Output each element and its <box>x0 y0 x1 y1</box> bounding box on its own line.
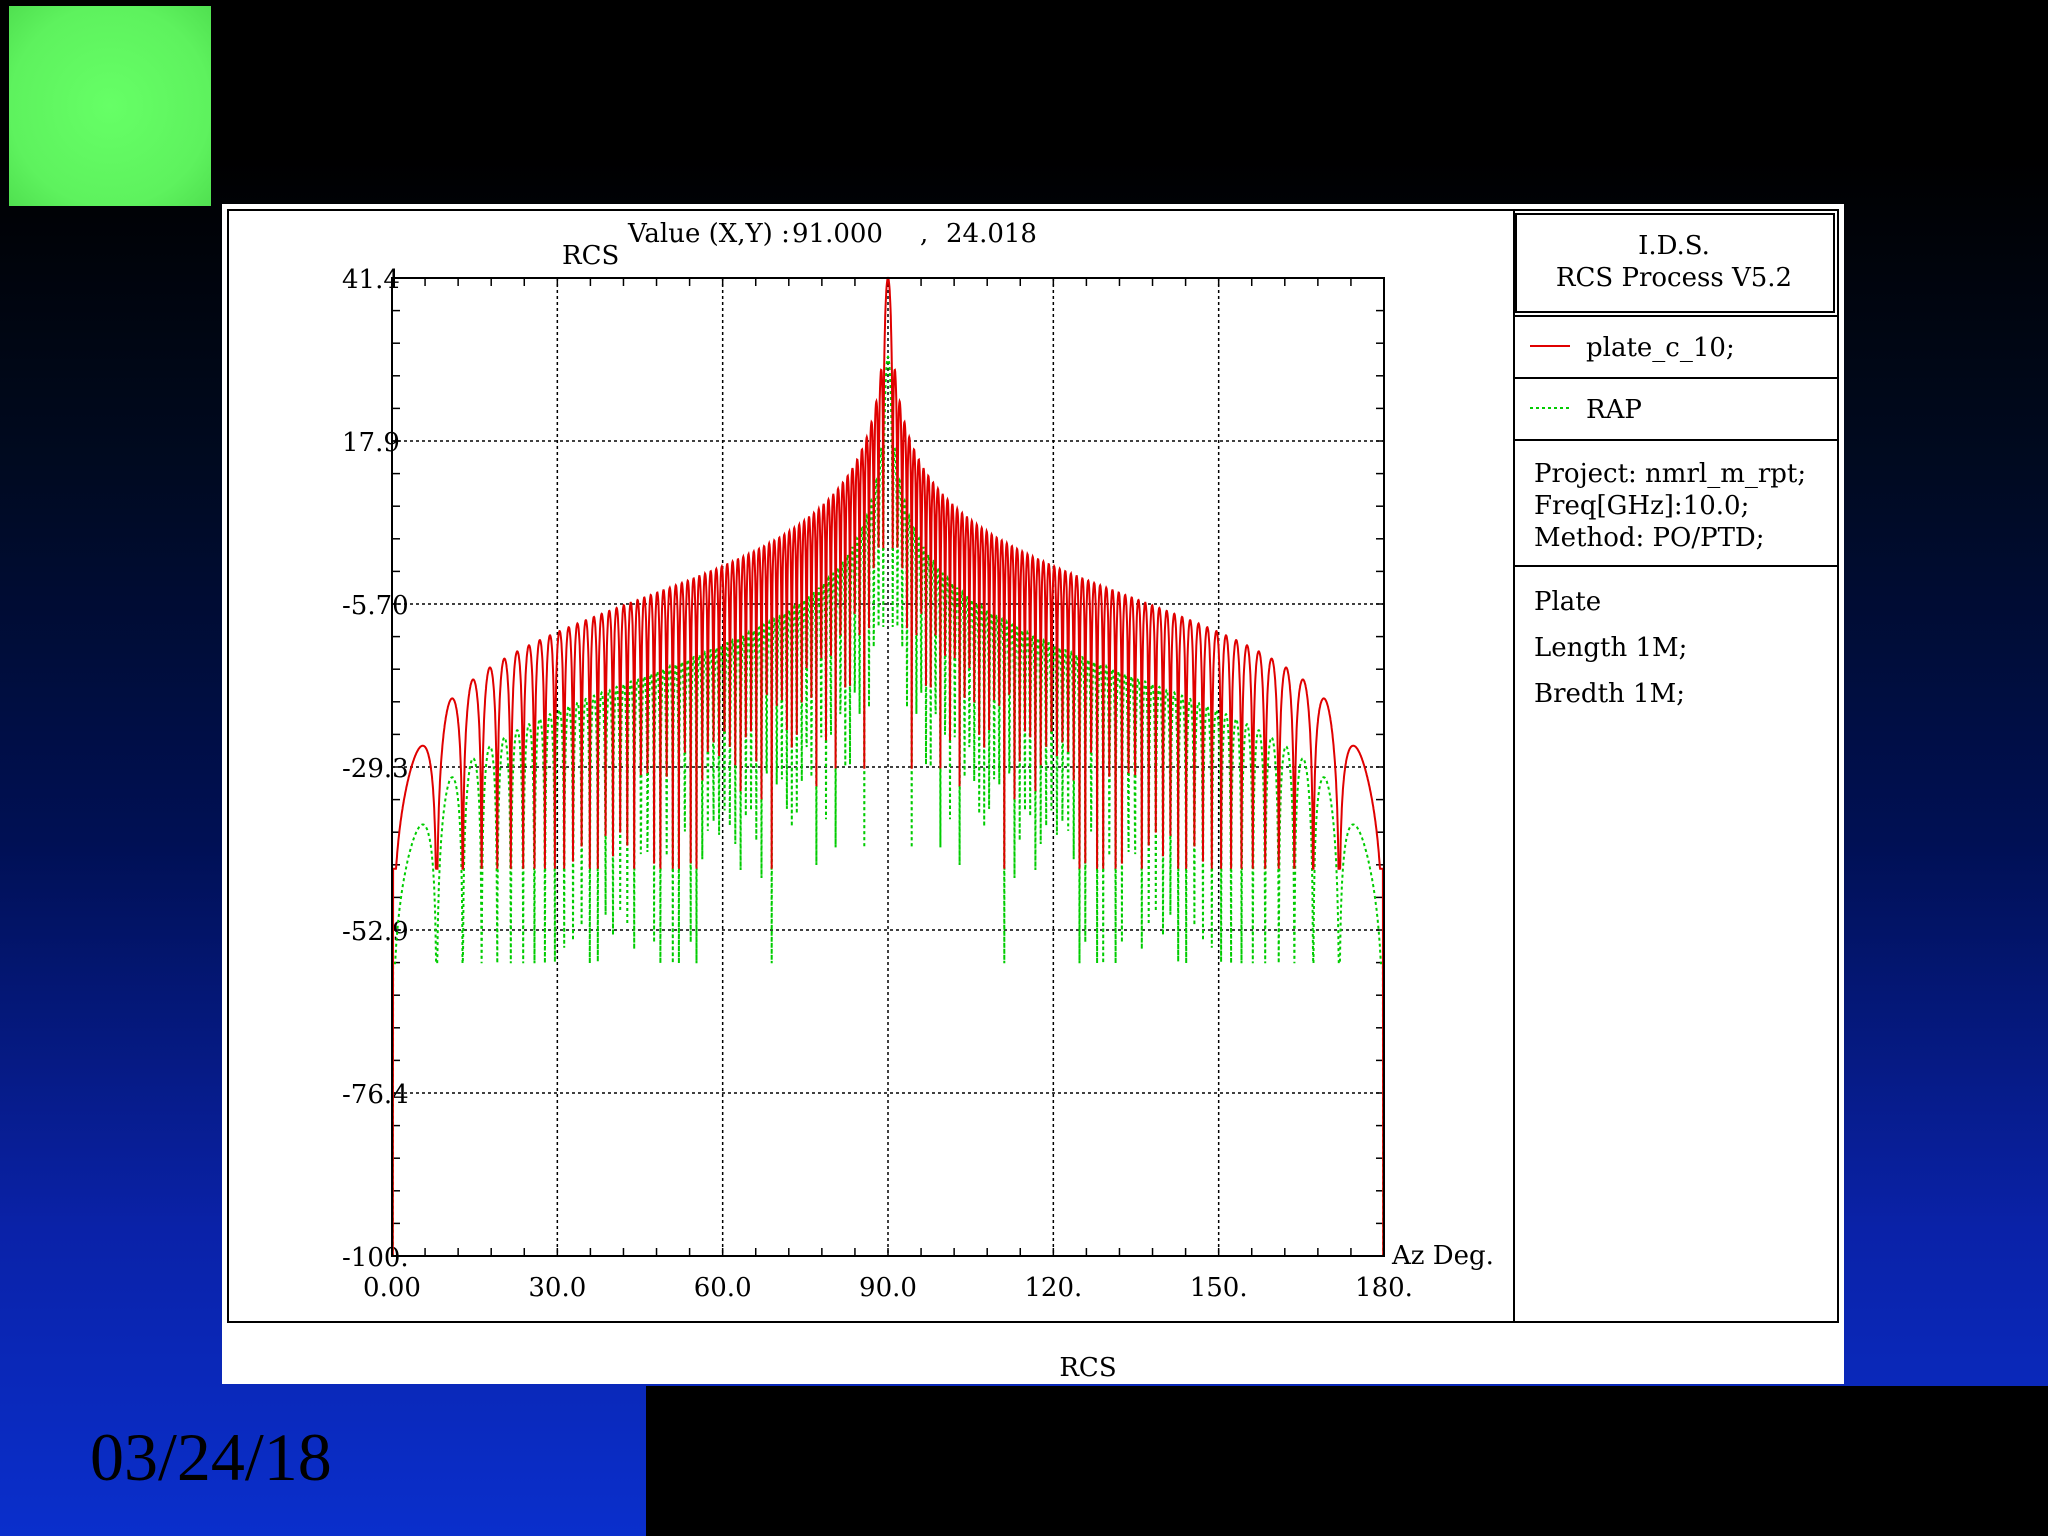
readout-sep: , <box>920 219 928 249</box>
green-square-decoration <box>9 6 211 206</box>
bottom-label: RCS <box>1059 1353 1116 1383</box>
app-version: RCS Process V5.2 <box>1556 263 1792 293</box>
x-axis-label: Az Deg. <box>1391 1241 1494 1271</box>
x-tick-label: 120. <box>1024 1273 1082 1303</box>
y-tick-label: -100. <box>342 1243 409 1273</box>
x-tick-label: 90.0 <box>859 1273 917 1303</box>
rcs-plot-window: Value (X,Y) : 91.000 , 24.018 RCS Az Deg… <box>222 204 1844 1384</box>
x-tick-label: 0.00 <box>363 1273 421 1303</box>
series-rap-line <box>391 355 1385 1257</box>
info-length: Length 1M; <box>1534 633 1687 663</box>
slide-date: 03/24/18 <box>90 1419 332 1495</box>
rcs-chart: Value (X,Y) : 91.000 , 24.018 RCS Az Deg… <box>227 209 1839 1383</box>
y-tick-labels: 41.417.9-5.70-29.3-52.9-76.4-100. <box>342 265 409 1273</box>
title-box <box>1515 213 1835 313</box>
legend-rap-label: RAP <box>1586 395 1642 425</box>
info-freq: Freq[GHz]:10.0; <box>1534 491 1749 521</box>
info-project: Project: nmrl_m_rpt; <box>1534 459 1806 489</box>
y-tick-label: -5.70 <box>342 591 409 621</box>
readout-x: 91.000 <box>792 219 883 249</box>
info-breadth: Bredth 1M; <box>1534 679 1685 709</box>
x-tick-labels: 0.00 30.0 60.0 90.0 120. 150. 180. <box>363 1273 1413 1303</box>
y-tick-label: -76.4 <box>342 1080 409 1110</box>
outer-frame <box>227 209 1839 1323</box>
x-tick-label: 150. <box>1190 1273 1248 1303</box>
readout-y: 24.018 <box>946 219 1037 249</box>
plot-area-frame <box>391 277 1385 1257</box>
info-method: Method: PO/PTD; <box>1534 523 1765 553</box>
y-tick-label: 17.9 <box>342 428 400 458</box>
x-tick-label: 180. <box>1355 1273 1413 1303</box>
x-tick-label: 60.0 <box>694 1273 752 1303</box>
legend-plate-label: plate_c_10; <box>1586 333 1735 363</box>
info-object: Plate <box>1534 587 1601 617</box>
app-name: I.D.S. <box>1638 231 1710 261</box>
y-tick-label: -29.3 <box>342 754 409 784</box>
y-axis-label: RCS <box>562 241 619 271</box>
black-footer-band <box>646 1386 2048 1536</box>
readout-label: Value (X,Y) : <box>627 219 790 249</box>
y-tick-label: 41.4 <box>342 265 400 295</box>
grid <box>392 278 1384 1256</box>
x-tick-label: 30.0 <box>528 1273 586 1303</box>
